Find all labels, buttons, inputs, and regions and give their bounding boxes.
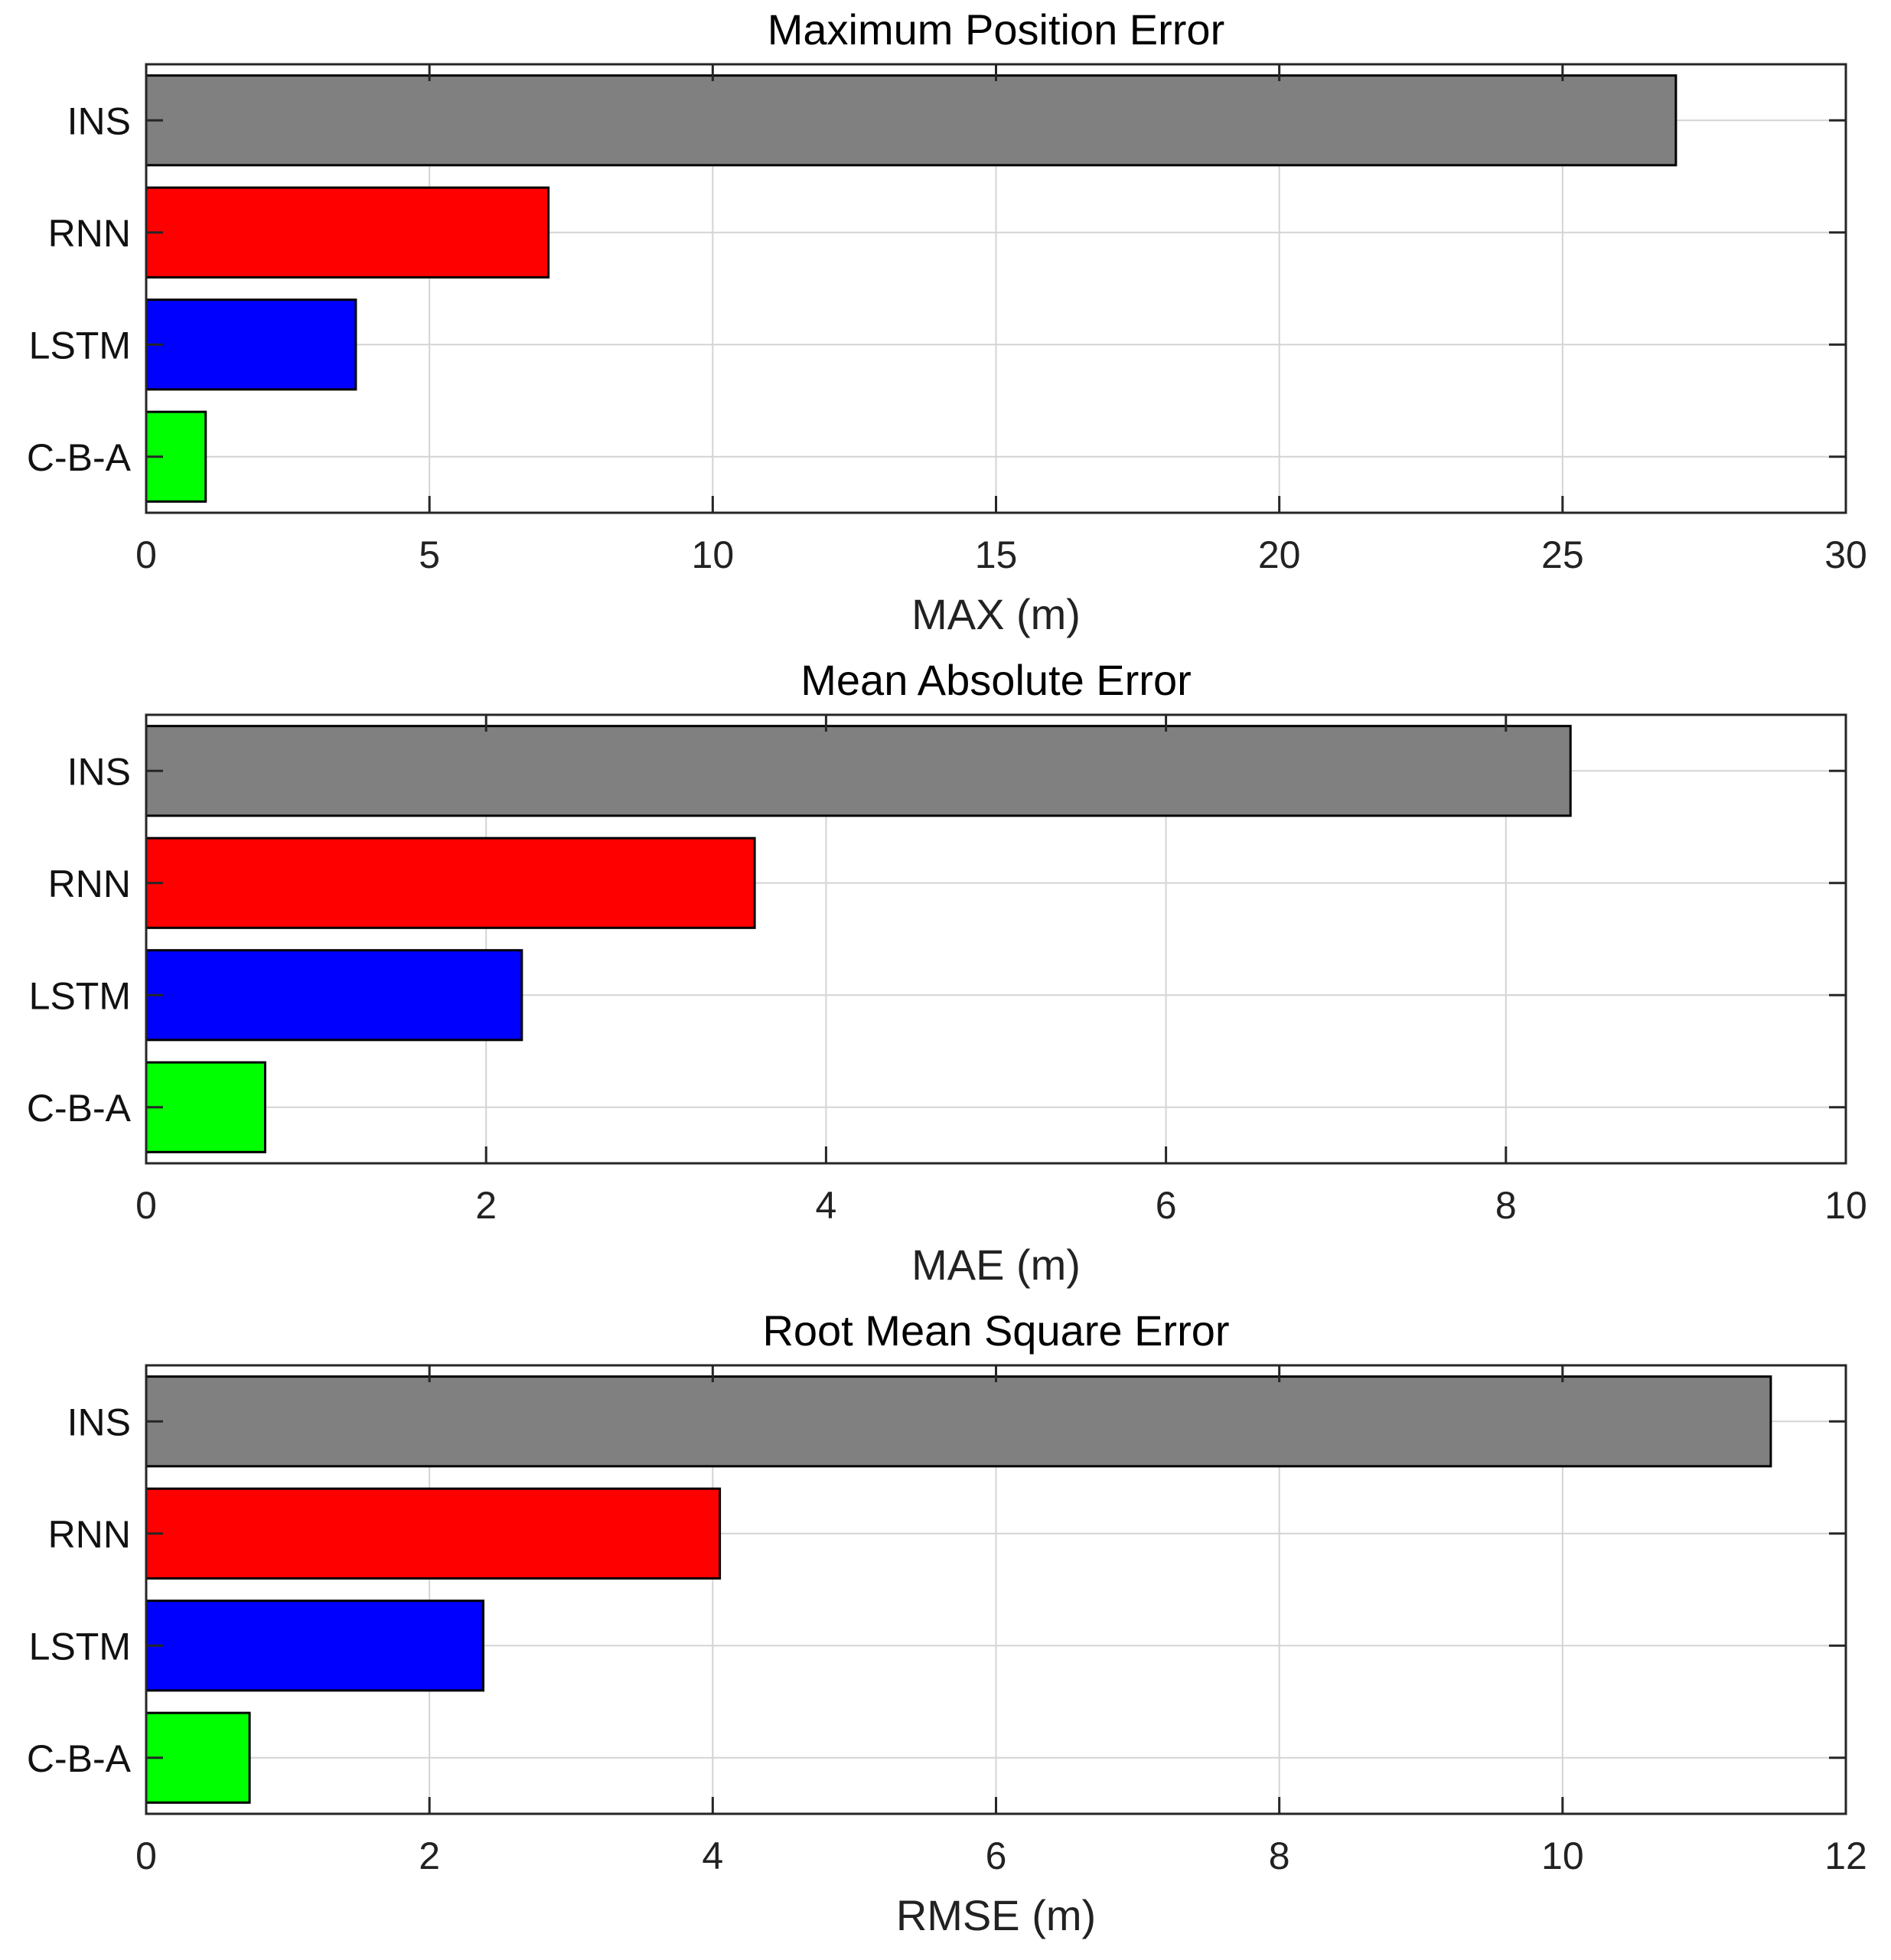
chart-title: Mean Absolute Error — [800, 656, 1191, 704]
x-axis-label: MAE (m) — [911, 1241, 1081, 1289]
bar-c-b-a — [145, 1061, 266, 1153]
x-tick-label: 6 — [986, 1834, 1007, 1877]
category-label: RNN — [48, 212, 131, 255]
bar-c-b-a — [145, 1711, 251, 1804]
x-tick-label: 12 — [1824, 1834, 1867, 1877]
x-tick-label: 4 — [702, 1834, 723, 1877]
chart-title: Maximum Position Error — [768, 5, 1224, 54]
bar-ins — [145, 725, 1572, 817]
x-tick-label: 2 — [475, 1184, 497, 1227]
x-axis-label: RMSE (m) — [896, 1891, 1096, 1939]
category-label: RNN — [48, 863, 131, 905]
category-label: LSTM — [29, 324, 131, 367]
x-tick-label: 8 — [1269, 1834, 1290, 1877]
x-tick-label: 30 — [1824, 533, 1867, 576]
category-label: INS — [67, 1401, 131, 1443]
chart-panel-1: 0 5 10 15 20 25 30 INS RNN LSTM C-B-A Maximum Posit… — [27, 5, 1867, 638]
bar-rnn — [145, 186, 550, 279]
x-tick-label: 0 — [135, 533, 157, 576]
category-label: INS — [67, 99, 131, 142]
bar-ins — [145, 74, 1677, 167]
x-tick-label: 0 — [135, 1834, 157, 1877]
category-label: RNN — [48, 1513, 131, 1556]
x-tick-label: 5 — [419, 533, 440, 576]
x-tick-label: 25 — [1541, 533, 1584, 576]
category-label: LSTM — [29, 1625, 131, 1668]
x-tick-label: 2 — [419, 1834, 440, 1877]
category-label: C-B-A — [27, 1087, 132, 1130]
chart-title: Root Mean Square Error — [762, 1306, 1229, 1355]
bar-rnn — [145, 837, 756, 929]
x-tick-label: 10 — [1541, 1834, 1584, 1877]
plot-frame — [145, 713, 1847, 1165]
x-axis-label: MAX (m) — [911, 590, 1081, 638]
category-label: C-B-A — [27, 1737, 132, 1780]
bar-lstm — [145, 949, 523, 1042]
x-tick-label: 8 — [1495, 1184, 1517, 1227]
bar-lstm — [145, 298, 357, 391]
bar-rnn — [145, 1487, 722, 1580]
chart-panel-2: 0 2 4 6 8 10 INS RNN LSTM C-B-A Mean Absolute Erro… — [27, 656, 1867, 1289]
bar-lstm — [145, 1600, 484, 1692]
category-label: LSTM — [29, 974, 131, 1017]
x-tick-label: 4 — [815, 1184, 836, 1227]
x-tick-label: 20 — [1258, 533, 1301, 576]
bar-c-b-a — [145, 410, 207, 503]
x-tick-label: 15 — [975, 533, 1018, 576]
x-tick-label: 10 — [692, 533, 735, 576]
chart-panel-3: 0 2 4 6 8 10 12 INS RNN LSTM C-B-A Root Mean Square… — [27, 1306, 1867, 1939]
bar-ins — [145, 1375, 1772, 1468]
category-label: INS — [67, 750, 131, 793]
x-tick-label: 0 — [135, 1184, 157, 1227]
category-label: C-B-A — [27, 436, 132, 479]
x-tick-label: 10 — [1824, 1184, 1867, 1227]
x-tick-label: 6 — [1156, 1184, 1177, 1227]
